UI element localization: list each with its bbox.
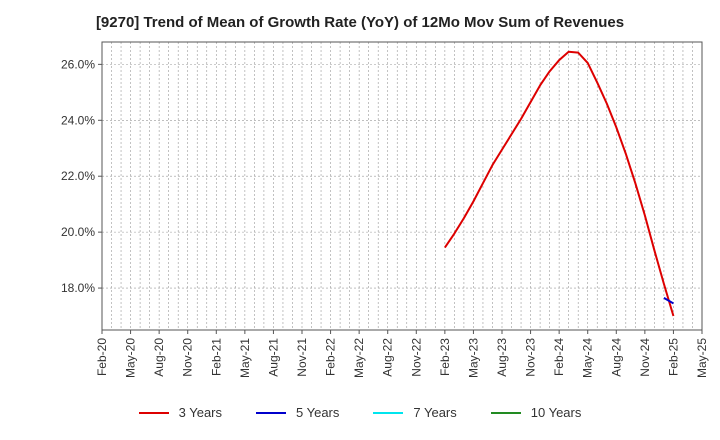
y-tick-label: 22.0%	[61, 169, 95, 183]
y-tick-label: 18.0%	[61, 281, 95, 295]
legend-item: 3 Years	[138, 405, 222, 420]
x-tick-label: Aug-20	[152, 338, 166, 377]
x-tick-label: May-20	[124, 338, 138, 378]
x-tick-label: Feb-23	[438, 338, 452, 376]
x-tick-label: Aug-24	[609, 338, 623, 377]
legend-swatch	[256, 411, 286, 414]
x-tick-label: Aug-21	[266, 338, 280, 377]
legend-label: 10 Years	[530, 405, 582, 420]
x-tick-label: Feb-21	[209, 338, 223, 376]
x-tick-label: Nov-21	[295, 338, 309, 377]
legend-item: 10 Years	[490, 405, 582, 420]
x-tick-label: Feb-22	[324, 338, 338, 376]
x-tick-label: Nov-23	[524, 338, 538, 377]
x-tick-label: Feb-25	[666, 338, 680, 376]
legend-swatch	[138, 411, 169, 414]
legend-swatch	[490, 411, 521, 414]
plot-area	[101, 41, 703, 331]
legend-label: 7 Years	[413, 405, 457, 420]
legend-label: 3 Years	[178, 405, 222, 420]
x-tick-label: Nov-22	[409, 338, 423, 377]
x-tick-label: Aug-23	[495, 338, 509, 377]
legend-item: 7 Years	[373, 405, 457, 420]
x-tick-label: May-24	[581, 338, 595, 378]
legend: 3 Years 5 Years 7 Years 10 Years	[0, 405, 720, 420]
x-tick-label: May-21	[238, 338, 252, 378]
x-tick-label: Aug-22	[381, 338, 395, 377]
y-tick-label: 24.0%	[61, 113, 95, 127]
x-tick-label: Nov-20	[181, 338, 195, 377]
x-tick-label: May-22	[352, 338, 366, 378]
chart-title: [9270] Trend of Mean of Growth Rate (YoY…	[95, 14, 625, 31]
y-axis: 18.0% 20.0% 22.0% 24.0% 26.0%	[61, 57, 102, 295]
legend-item: 5 Years	[256, 405, 339, 420]
x-axis: Feb-20 May-20 Aug-20 Nov-20 Feb-21 May-21 Aug-…	[95, 330, 709, 378]
series-line-5-years	[663, 296, 674, 305]
x-tick-label: Nov-24	[638, 338, 652, 377]
x-tick-label: May-25	[695, 338, 709, 378]
legend-label: 5 Years	[296, 405, 340, 420]
x-tick-label: May-23	[466, 338, 480, 378]
legend-swatch	[373, 411, 404, 414]
grid-lines	[102, 42, 702, 330]
series-line-3-years	[444, 50, 675, 317]
x-tick-label: Feb-24	[552, 338, 566, 376]
x-tick-label: Feb-20	[95, 338, 109, 376]
y-tick-label: 26.0%	[61, 57, 95, 71]
series-lines	[444, 50, 675, 317]
y-tick-label: 20.0%	[61, 225, 95, 239]
